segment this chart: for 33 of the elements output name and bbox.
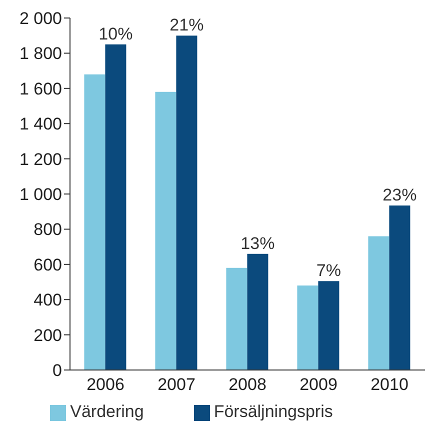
y-tick-label: 1 000	[19, 185, 62, 204]
bar	[368, 236, 390, 370]
annotation: 21%	[170, 16, 204, 35]
annotation: 23%	[382, 185, 417, 204]
bar	[155, 92, 176, 370]
bar	[318, 281, 340, 370]
y-tick-label: 1 400	[19, 114, 62, 134]
x-tick-label: 2010	[370, 375, 408, 394]
y-tick-label: 600	[34, 255, 62, 274]
annotation: 10%	[98, 24, 133, 44]
legend-label: Försäljningspris	[214, 402, 333, 421]
y-tick-label: 2 000	[19, 9, 62, 28]
annotation: 13%	[240, 234, 275, 253]
x-tick-label: 2006	[86, 375, 124, 394]
bar	[389, 205, 410, 370]
y-tick-label: 400	[34, 290, 62, 310]
bar	[247, 254, 268, 370]
bar	[176, 36, 198, 370]
bar	[297, 286, 318, 370]
x-tick-label: 2008	[228, 375, 266, 394]
legend-label: Värdering	[70, 402, 144, 421]
x-tick-label: 2009	[300, 375, 338, 394]
x-tick-label: 2007	[158, 375, 196, 394]
y-tick-label: 200	[34, 326, 62, 345]
y-tick-label: 1 800	[19, 44, 62, 64]
annotation: 7%	[316, 261, 341, 280]
bar	[226, 268, 248, 370]
y-tick-label: 1 200	[19, 150, 62, 169]
y-tick-label: 1 600	[19, 79, 62, 98]
bar	[105, 44, 126, 370]
bar	[84, 74, 106, 370]
y-tick-label: 0	[52, 361, 62, 380]
y-tick-label: 800	[34, 220, 62, 240]
